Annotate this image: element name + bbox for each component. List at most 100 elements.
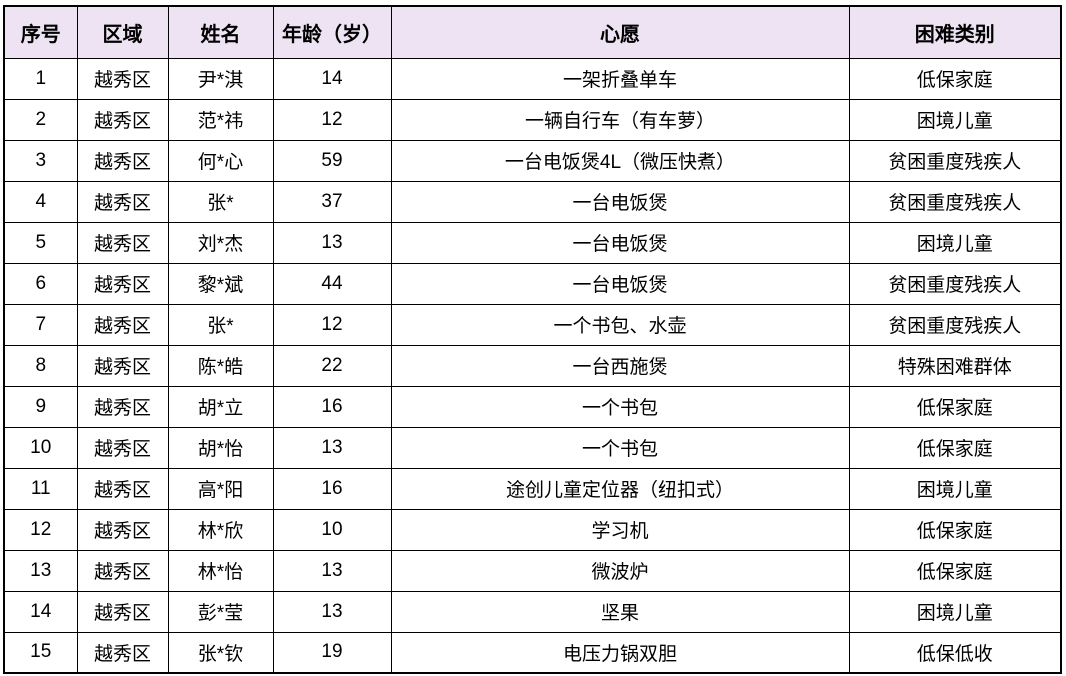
- table-cell: 13: [3, 549, 78, 592]
- table-cell: 8: [3, 344, 78, 387]
- table-cell: 低保家庭: [848, 508, 1062, 551]
- header-row: 序号 区域 姓名 年龄（岁） 心愿 困难类别: [3, 5, 1062, 59]
- table-cell: 低保家庭: [848, 57, 1062, 100]
- table-cell: 一辆自行车（有车萝）: [390, 98, 850, 141]
- table-cell: 学习机: [390, 508, 850, 551]
- table-cell: 越秀区: [76, 549, 169, 592]
- table-cell: 林*怡: [167, 549, 274, 592]
- table-cell: 困境儿童: [848, 467, 1062, 510]
- table-cell: 一个书包: [390, 385, 850, 428]
- table-cell: 4: [3, 180, 78, 223]
- table-row: 9 越秀区 胡*立 16 一个书包 低保家庭: [3, 385, 1062, 428]
- table-cell: 尹*淇: [167, 57, 274, 100]
- table-cell: 越秀区: [76, 467, 169, 510]
- table-cell: 一个书包: [390, 426, 850, 469]
- table-cell: 19: [272, 631, 392, 674]
- table-row: 12 越秀区 林*欣 10 学习机 低保家庭: [3, 508, 1062, 551]
- table-row: 6 越秀区 黎*斌 44 一台电饭煲 贫困重度残疾人: [3, 262, 1062, 305]
- header-cell: 序号: [3, 5, 78, 59]
- table-cell: 12: [272, 303, 392, 346]
- table-cell: 5: [3, 221, 78, 264]
- table-cell: 途创儿童定位器（纽扣式）: [390, 467, 850, 510]
- table-cell: 37: [272, 180, 392, 223]
- table-row: 5 越秀区 刘*杰 13 一台电饭煲 困境儿童: [3, 221, 1062, 264]
- table-row: 2 越秀区 范*祎 12 一辆自行车（有车萝） 困境儿童: [3, 98, 1062, 141]
- table-cell: 越秀区: [76, 180, 169, 223]
- table-cell: 一台电饭煲4L（微压快煮）: [390, 139, 850, 182]
- table-cell: 张*: [167, 303, 274, 346]
- table-cell: 贫困重度残疾人: [848, 180, 1062, 223]
- header-cell: 困难类别: [848, 5, 1062, 59]
- table-cell: 13: [272, 426, 392, 469]
- table-cell: 高*阳: [167, 467, 274, 510]
- table-cell: 13: [272, 549, 392, 592]
- table-row: 8 越秀区 陈*皓 22 一台西施煲 特殊困难群体: [3, 344, 1062, 387]
- table-cell: 3: [3, 139, 78, 182]
- table-cell: 林*欣: [167, 508, 274, 551]
- table-cell: 特殊困难群体: [848, 344, 1062, 387]
- table-cell: 低保家庭: [848, 426, 1062, 469]
- table-cell: 1: [3, 57, 78, 100]
- table-cell: 越秀区: [76, 98, 169, 141]
- table-cell: 一台电饭煲: [390, 221, 850, 264]
- header-cell: 年龄（岁）: [272, 5, 392, 59]
- table-row: 15 越秀区 张*钦 19 电压力锅双胆 低保低收: [3, 631, 1062, 674]
- table-row: 14 越秀区 彭*莹 13 坚果 困境儿童: [3, 590, 1062, 633]
- table-body: 1 越秀区 尹*淇 14 一架折叠单车 低保家庭 2 越秀区 范*祎 12 一辆自行车（有车萝） 困境…: [3, 57, 1062, 674]
- table-cell: 胡*怡: [167, 426, 274, 469]
- table-cell: 陈*皓: [167, 344, 274, 387]
- header-cell: 心愿: [390, 5, 850, 59]
- table-cell: 刘*杰: [167, 221, 274, 264]
- table-cell: 越秀区: [76, 57, 169, 100]
- table-cell: 越秀区: [76, 303, 169, 346]
- table-cell: 张*: [167, 180, 274, 223]
- table-cell: 一台电饭煲: [390, 262, 850, 305]
- table-cell: 越秀区: [76, 344, 169, 387]
- table-cell: 越秀区: [76, 139, 169, 182]
- table-row: 13 越秀区 林*怡 13 微波炉 低保家庭: [3, 549, 1062, 592]
- table-cell: 6: [3, 262, 78, 305]
- table-cell: 11: [3, 467, 78, 510]
- table-cell: 困境儿童: [848, 98, 1062, 141]
- table-row: 4 越秀区 张* 37 一台电饭煲 贫困重度残疾人: [3, 180, 1062, 223]
- table-cell: 越秀区: [76, 262, 169, 305]
- table-cell: 越秀区: [76, 385, 169, 428]
- table-cell: 低保家庭: [848, 385, 1062, 428]
- table-cell: 贫困重度残疾人: [848, 139, 1062, 182]
- table-cell: 10: [3, 426, 78, 469]
- table-cell: 13: [272, 590, 392, 633]
- table-cell: 何*心: [167, 139, 274, 182]
- table-cell: 越秀区: [76, 590, 169, 633]
- table-row: 11 越秀区 高*阳 16 途创儿童定位器（纽扣式） 困境儿童: [3, 467, 1062, 510]
- table-cell: 7: [3, 303, 78, 346]
- table-cell: 范*祎: [167, 98, 274, 141]
- table-cell: 胡*立: [167, 385, 274, 428]
- table-cell: 一个书包、水壶: [390, 303, 850, 346]
- table-cell: 一台电饭煲: [390, 180, 850, 223]
- table-cell: 困境儿童: [848, 590, 1062, 633]
- table-cell: 10: [272, 508, 392, 551]
- table-cell: 彭*莹: [167, 590, 274, 633]
- table-cell: 一台西施煲: [390, 344, 850, 387]
- wish-table: 序号 区域 姓名 年龄（岁） 心愿 困难类别 1 越秀区 尹*淇 14 一架折叠单车 低保家庭 2 越秀…: [3, 5, 1062, 674]
- table-cell: 贫困重度残疾人: [848, 262, 1062, 305]
- table-cell: 16: [272, 467, 392, 510]
- table-cell: 电压力锅双胆: [390, 631, 850, 674]
- table-cell: 14: [272, 57, 392, 100]
- table-header: 序号 区域 姓名 年龄（岁） 心愿 困难类别: [3, 5, 1062, 59]
- header-cell: 区域: [76, 5, 169, 59]
- table-row: 3 越秀区 何*心 59 一台电饭煲4L（微压快煮） 贫困重度残疾人: [3, 139, 1062, 182]
- table-cell: 44: [272, 262, 392, 305]
- table-cell: 坚果: [390, 590, 850, 633]
- table-cell: 黎*斌: [167, 262, 274, 305]
- table-row: 1 越秀区 尹*淇 14 一架折叠单车 低保家庭: [3, 57, 1062, 100]
- table-cell: 12: [3, 508, 78, 551]
- table-cell: 9: [3, 385, 78, 428]
- table-cell: 张*钦: [167, 631, 274, 674]
- table-cell: 13: [272, 221, 392, 264]
- table-cell: 越秀区: [76, 631, 169, 674]
- table-cell: 微波炉: [390, 549, 850, 592]
- table-cell: 低保家庭: [848, 549, 1062, 592]
- table-row: 7 越秀区 张* 12 一个书包、水壶 贫困重度残疾人: [3, 303, 1062, 346]
